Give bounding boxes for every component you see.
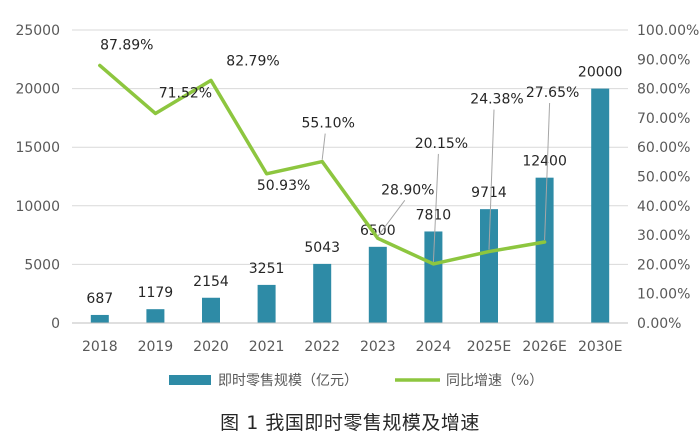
x-axis-tick-label: 2020 bbox=[193, 339, 229, 355]
leader-line bbox=[321, 133, 326, 160]
bar-data-labels: 687 1179215432515043650078109714124002000… bbox=[86, 65, 622, 307]
bar bbox=[146, 309, 165, 323]
line-data-label: 27.65% bbox=[526, 85, 579, 101]
bar bbox=[591, 88, 610, 323]
x-axis-tick-label: 2018 bbox=[82, 339, 118, 355]
bar bbox=[368, 246, 387, 323]
x-axis-tick-label: 2025E bbox=[467, 339, 511, 355]
right-axis: 0.00% 10.00% 20.00% 30.00% 40.00% 50.00% 60.00… bbox=[637, 23, 699, 332]
figure-caption: 图 1 我国即时零售规模及增速 bbox=[220, 412, 480, 434]
legend-label-line: 同比增速（%） bbox=[446, 373, 543, 389]
line-point bbox=[154, 112, 156, 114]
x-axis-tick-label: 2030E bbox=[578, 339, 622, 355]
gridlines bbox=[72, 29, 628, 265]
line-data-label: 50.93% bbox=[257, 178, 310, 194]
bar-data-label: 5043 bbox=[304, 240, 340, 256]
legend-swatch-bar bbox=[169, 375, 211, 385]
bar-data-label: 3251 bbox=[249, 261, 285, 277]
line-point bbox=[488, 251, 490, 253]
bar-data-label: 7810 bbox=[416, 207, 452, 223]
right-axis-tick-label: 50.00% bbox=[637, 170, 690, 186]
leader-line bbox=[377, 200, 406, 237]
right-axis-tick-label: 20.00% bbox=[637, 257, 690, 273]
bar bbox=[480, 209, 498, 323]
left-axis-tick-label: 15000 bbox=[15, 140, 60, 156]
leader-lines bbox=[321, 102, 551, 262]
legend: 即时零售规模（亿元） 同比增速（%） bbox=[169, 373, 543, 389]
left-axis-tick-label: 25000 bbox=[15, 23, 60, 39]
left-axis-tick-label: 20000 bbox=[15, 82, 60, 98]
x-axis-tick-label: 2024 bbox=[416, 339, 452, 355]
line-point bbox=[210, 79, 212, 81]
line-data-label: 20.15% bbox=[415, 136, 468, 152]
bar-data-label: 9714 bbox=[471, 185, 507, 201]
right-axis-tick-label: 30.00% bbox=[637, 228, 690, 244]
line-point bbox=[266, 173, 268, 175]
line-point bbox=[321, 161, 323, 163]
line-data-label: 71.52% bbox=[159, 85, 212, 101]
left-axis-tick-label: 0 bbox=[51, 316, 60, 332]
line-series bbox=[98, 63, 547, 266]
right-axis-tick-label: 100.00% bbox=[637, 23, 699, 39]
line-data-label: 82.79% bbox=[226, 53, 279, 69]
line-data-label: 28.90% bbox=[381, 182, 434, 198]
right-axis-tick-label: 10.00% bbox=[637, 287, 690, 303]
line-data-label: 87.89% bbox=[100, 37, 153, 53]
bar-data-label: 687 bbox=[86, 291, 113, 307]
x-axis: 2018 2019 2020 2021 2022 2023 2024 2025E 2026E 20… bbox=[72, 322, 628, 355]
bar-data-label: 2154 bbox=[193, 274, 229, 290]
bar bbox=[424, 231, 443, 323]
bar-data-label: 1179 bbox=[138, 285, 174, 301]
bar-data-label: 20000 bbox=[578, 65, 623, 81]
bar bbox=[202, 297, 220, 323]
legend-label-bar: 即时零售规模（亿元） bbox=[218, 373, 358, 389]
leader-line bbox=[432, 153, 439, 262]
line-point bbox=[377, 237, 379, 239]
left-axis: 0 5000 10000 15000 20000 25000 bbox=[15, 23, 60, 332]
bar bbox=[313, 263, 332, 323]
bar bbox=[535, 177, 554, 323]
x-axis-tick-label: 2022 bbox=[304, 339, 340, 355]
line-data-label: 24.38% bbox=[470, 92, 523, 108]
line-point bbox=[432, 263, 434, 265]
line-data-label: 55.10% bbox=[302, 116, 355, 132]
x-axis-tick-label: 2026E bbox=[522, 339, 566, 355]
right-axis-tick-label: 60.00% bbox=[637, 140, 690, 156]
line-point bbox=[99, 64, 101, 66]
x-axis-tick-label: 2019 bbox=[138, 339, 174, 355]
right-axis-tick-label: 70.00% bbox=[637, 111, 690, 127]
bar-series bbox=[90, 88, 610, 323]
x-axis-tick-label: 2021 bbox=[249, 339, 285, 355]
line-point bbox=[544, 241, 546, 243]
bar bbox=[257, 284, 276, 323]
left-axis-tick-label: 10000 bbox=[15, 199, 60, 215]
bar bbox=[90, 314, 109, 323]
right-axis-tick-label: 90.00% bbox=[637, 52, 690, 68]
right-axis-tick-label: 80.00% bbox=[637, 82, 690, 98]
leader-line bbox=[544, 102, 551, 241]
x-axis-tick-label: 2023 bbox=[360, 339, 396, 355]
right-axis-tick-label: 40.00% bbox=[637, 199, 690, 215]
left-axis-tick-label: 5000 bbox=[24, 257, 60, 273]
line-data-labels: 87.89% 71.52% 82.79% 50.93% 55.10% 28.90% 20.1… bbox=[100, 37, 579, 198]
bar-data-label: 12400 bbox=[522, 154, 567, 170]
leader-line bbox=[488, 109, 495, 250]
right-axis-tick-label: 0.00% bbox=[637, 316, 681, 332]
